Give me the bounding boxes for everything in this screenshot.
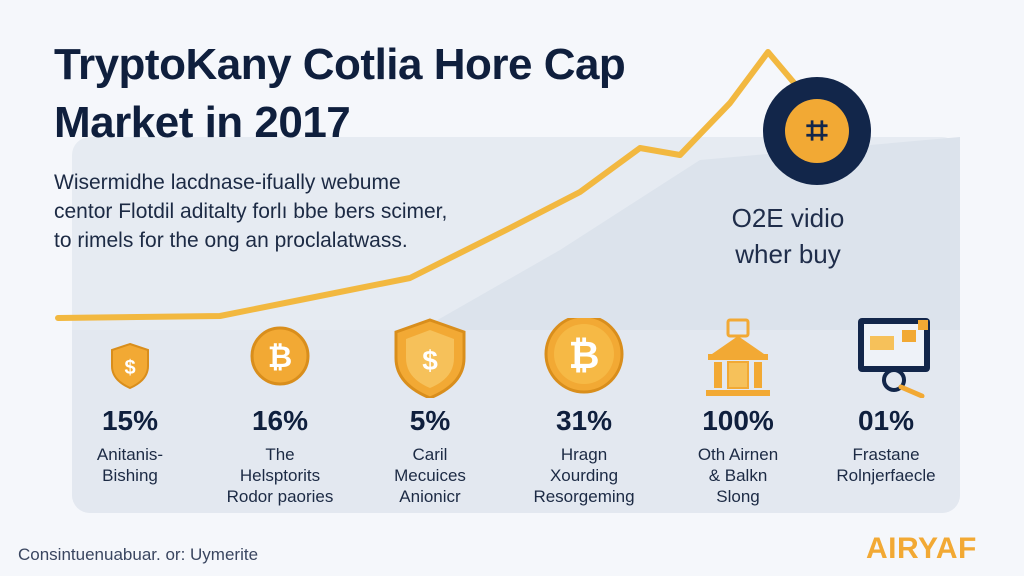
bitcoin-coin-icon: ₿ <box>206 318 354 398</box>
svg-text:₿: ₿ <box>268 341 292 374</box>
shield-dollar-icon: $ <box>356 318 504 400</box>
stat-item-2: ₿ 16% The Helsptorits Rodor paories <box>206 318 354 507</box>
stat-value: 15% <box>101 405 159 436</box>
description-line-2: centor Flotdil aditalty forlı bbe bers s… <box>54 200 448 223</box>
laptop-magnifier-icon <box>812 318 960 399</box>
growth-line <box>55 49 798 321</box>
stats-panel <box>72 330 960 513</box>
title-line-2: Market in 2017 <box>54 98 351 147</box>
stat-value: 100% <box>702 405 774 436</box>
svg-text:$: $ <box>422 345 438 376</box>
svg-text:₿: ₿ <box>569 335 600 377</box>
right-label-line-2: wher buy <box>735 239 841 269</box>
coin-badge-icon: ⌗ <box>763 77 871 185</box>
stat-label: Frastane Rolnjerfaecle <box>836 445 936 485</box>
small-shield-dollar-icon: $ <box>56 318 204 398</box>
brand-main: AIRY <box>866 532 936 565</box>
brand-suffix: AF <box>935 532 977 565</box>
brand-logo: AIRYAF <box>866 532 977 566</box>
description-line-3: to rimels for the ong an proclalatwass. <box>54 229 408 252</box>
right-label: O2E vidio wher buy <box>708 200 868 272</box>
stat-label: The Helsptorits Rodor paories <box>226 445 334 506</box>
stat-label: Caril Mecuices Anionicr <box>394 445 466 506</box>
stat-value: 16% <box>251 405 309 436</box>
svg-text:$: $ <box>124 357 135 379</box>
description-line-1: Wisermidhe lacdnase-ifually webume <box>54 171 401 194</box>
stat-value: 01% <box>857 405 915 436</box>
stat-item-3: $ 5% Caril Mecuices Anionicr <box>356 318 504 507</box>
stat-item-4: ₿ 31% Hragn Xourding Resorgeming <box>510 314 658 507</box>
stat-label: Anitanis- Bishing <box>96 445 164 485</box>
stat-label: Hragn Xourding Resorgeming <box>533 445 635 506</box>
large-bitcoin-coin-icon: ₿ <box>510 314 658 398</box>
right-label-line-1: O2E vidio <box>731 203 845 233</box>
stat-item-6: 01% Frastane Rolnjerfaecle <box>812 318 960 486</box>
title-line-1: TryptoKany Cotlia Hore Cap <box>54 40 626 89</box>
page-title: TryptoKany Cotlia Hore Cap Market in 201… <box>54 36 674 152</box>
stat-item-1: $ 15% Anitanis- Bishing <box>56 318 204 486</box>
footer-text: Consintuenuabuar. or: Uymerite <box>18 545 259 564</box>
bank-building-icon <box>664 318 812 398</box>
stat-label: Oth Airnen & Balkn Slong <box>697 445 779 506</box>
stat-value: 31% <box>555 405 613 436</box>
stat-item-5: 100% Oth Airnen & Balkn Slong <box>664 318 812 507</box>
description: Wisermidhe lacdnase-ifually webume cento… <box>54 168 474 255</box>
stat-value: 5% <box>409 405 451 436</box>
